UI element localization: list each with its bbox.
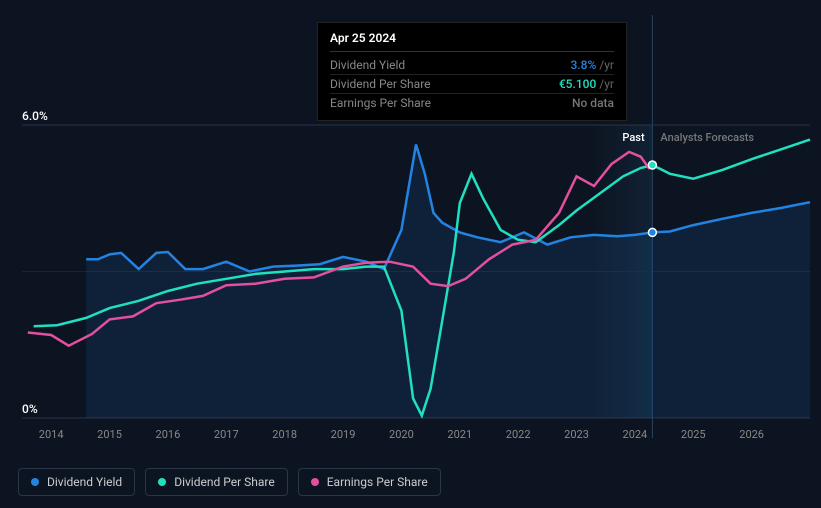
- tooltip-rows: Dividend Yield 3.8%/yr Dividend Per Share €…: [330, 56, 614, 112]
- tooltip-row-value: No data: [572, 96, 614, 110]
- past-label: Past: [622, 131, 644, 144]
- tooltip-row-value: €5.100/yr: [559, 77, 614, 91]
- x-axis-label: 2017: [214, 428, 239, 441]
- y-axis-label: 6.0%: [22, 109, 48, 123]
- dividend-chart: Apr 25 2024 Dividend Yield3.8%/yrDividen…: [0, 0, 821, 508]
- tooltip-row: Earnings Per Share No data: [330, 94, 614, 112]
- legend-label: Dividend Per Share: [174, 475, 275, 489]
- x-axis-label: 2018: [272, 428, 297, 441]
- legend-label: Earnings Per Share: [327, 475, 428, 489]
- chart-tooltip: Apr 25 2024 Dividend Yield3.8%/yrDividen…: [317, 22, 627, 121]
- chart-legend: Dividend Yield Dividend Per Share Earnings…: [18, 468, 441, 496]
- tooltip-row-value: 3.8%/yr: [570, 58, 614, 72]
- legend-dot-icon: [311, 478, 319, 486]
- y-axis-label: 0%: [22, 402, 38, 416]
- x-axis-label: 2025: [681, 428, 706, 441]
- x-axis-label: 2019: [331, 428, 356, 441]
- legend-item-dividend-per-share[interactable]: Dividend Per Share: [145, 468, 288, 496]
- legend-dot-icon: [158, 478, 166, 486]
- legend-dot-icon: [31, 478, 39, 486]
- x-axis-label: 2015: [97, 428, 122, 441]
- x-axis-label: 2014: [39, 428, 64, 441]
- x-axis-label: 2021: [447, 428, 472, 441]
- tooltip-row-label: Earnings Per Share: [330, 96, 431, 110]
- tooltip-row-label: Dividend Per Share: [330, 77, 431, 91]
- legend-label: Dividend Yield: [47, 475, 122, 489]
- tooltip-row-label: Dividend Yield: [330, 58, 405, 72]
- legend-item-earnings-per-share[interactable]: Earnings Per Share: [298, 468, 441, 496]
- x-axis-label: 2022: [506, 428, 531, 441]
- tooltip-row: Dividend Per Share €5.100/yr: [330, 75, 614, 94]
- x-axis-label: 2024: [623, 428, 648, 441]
- legend-item-dividend-yield[interactable]: Dividend Yield: [18, 468, 135, 496]
- x-axis-label: 2020: [389, 428, 414, 441]
- tooltip-row: Dividend Yield 3.8%/yr: [330, 56, 614, 75]
- forecast-label: Analysts Forecasts: [660, 131, 754, 144]
- tooltip-date: Apr 25 2024: [330, 31, 614, 52]
- x-axis-label: 2023: [564, 428, 589, 441]
- x-axis-label: 2016: [156, 428, 181, 441]
- x-axis-label: 2026: [739, 428, 764, 441]
